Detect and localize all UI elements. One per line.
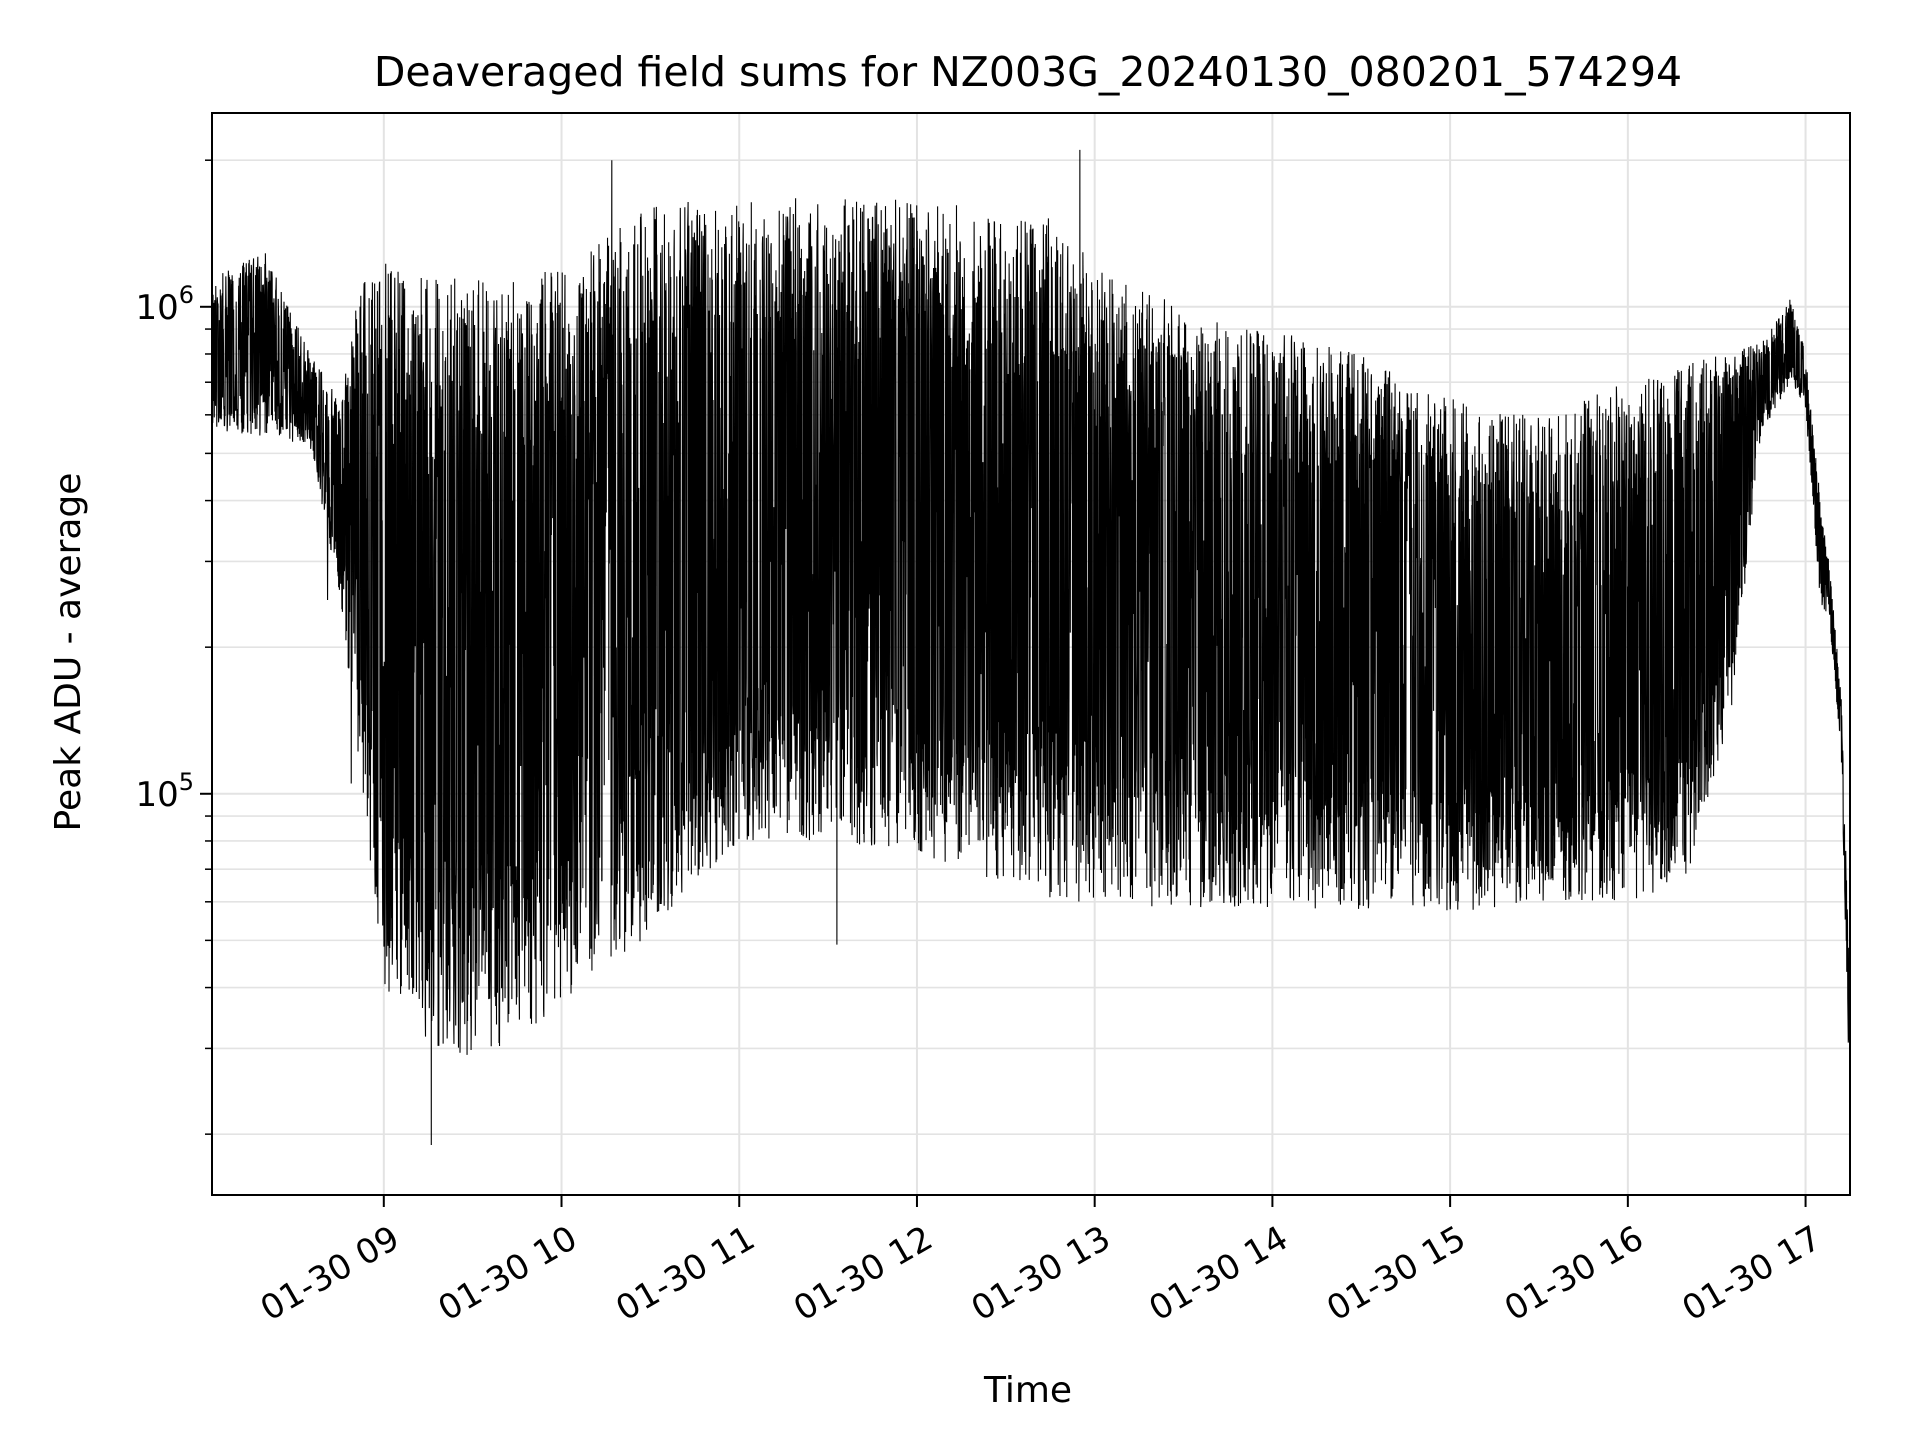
y-tick-label: 105 xyxy=(135,768,194,815)
y-tick-label-exponent: 6 xyxy=(179,281,194,309)
plot-area-frame xyxy=(211,112,1851,1196)
y-axis-label: Peak ADU - average xyxy=(48,473,89,832)
series-path xyxy=(211,149,1851,1146)
y-tick-label-base: 10 xyxy=(135,288,178,328)
x-axis-label: Time xyxy=(983,1370,1072,1411)
series-line xyxy=(211,149,1851,1146)
y-tick-label-exponent: 5 xyxy=(179,768,194,796)
y-tick-label-base: 10 xyxy=(135,775,178,815)
chart-title: Deaveraged field sums for NZ003G_2024013… xyxy=(374,48,1682,96)
y-tick-label: 106 xyxy=(135,281,194,328)
